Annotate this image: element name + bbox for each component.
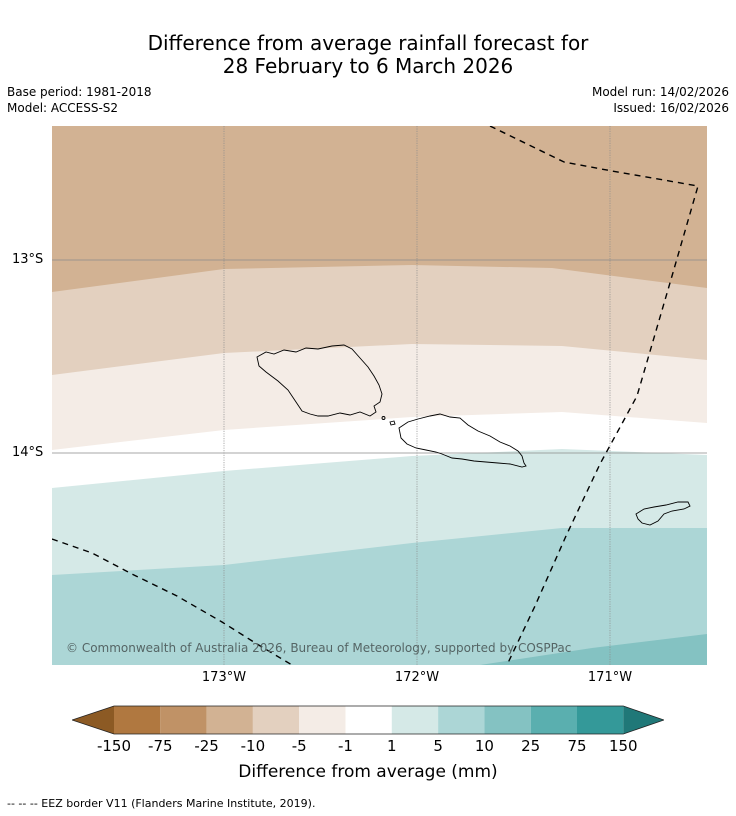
colorbar-tick-label: -10: [240, 737, 266, 755]
model-name: Model: ACCESS-S2: [7, 101, 119, 115]
colorbar-tick-label: 75: [567, 737, 587, 755]
map-copyright: © Commonwealth of Australia 2026, Bureau…: [66, 641, 572, 655]
eez-border-south: [52, 538, 293, 665]
colorbar-segment: [484, 706, 531, 734]
colorbar-tick-label: 5: [433, 737, 443, 755]
rainfall-map: [52, 126, 707, 665]
lat-label-14s: 14°S: [12, 445, 44, 460]
tutuila-island: [635, 501, 691, 526]
colorbar-tick-label: -1: [338, 737, 353, 755]
manono-island: [389, 420, 396, 426]
colorbar-segment: [114, 706, 161, 734]
colorbar-segment: [299, 706, 346, 734]
lon-label-172w: 172°W: [394, 670, 440, 685]
colorbar-tick-label: -75: [148, 737, 173, 755]
colorbar-segment: [345, 706, 392, 734]
colorbar-arrow-right: [623, 706, 664, 734]
eez-border-east: [489, 126, 699, 665]
colorbar-segment: [530, 706, 577, 734]
savaii-island: [256, 344, 383, 417]
colorbar-segment: [391, 706, 439, 734]
lon-label-173w: 173°W: [201, 670, 247, 685]
model-run: Model run: 14/02/2026: [591, 85, 729, 99]
graticule: [223, 126, 611, 665]
eez-legend: -- -- -- EEZ border V11 (Flanders Marine…: [7, 797, 316, 810]
colorbar-arrow-left: [72, 706, 114, 734]
colorbar-label: Difference from average (mm): [238, 762, 498, 782]
lat-label-13s: 13°S: [12, 252, 44, 267]
upolu-island: [398, 413, 527, 468]
band-wet-10: [52, 528, 707, 665]
colorbar-segment: [206, 706, 253, 734]
colorbar-tick-label: 150: [608, 737, 638, 755]
colorbar-segment: [252, 706, 300, 734]
colorbar-segment: [438, 706, 485, 734]
issued-date: Issued: 16/02/2026: [613, 101, 729, 115]
colorbar-tick-label: 1: [387, 737, 397, 755]
colorbar-tick-label: -5: [291, 737, 307, 755]
colorbar-outline: [72, 705, 664, 735]
colorbar: [72, 705, 664, 735]
lon-label-171w: 171°W: [587, 670, 633, 685]
band-wet-25: [480, 634, 707, 665]
colorbar-tick-label: 25: [521, 737, 541, 755]
colorbar-tick-label: -150: [96, 737, 132, 755]
colorbar-segment: [577, 706, 624, 734]
map-title-line2: 28 February to 6 March 2026: [222, 54, 514, 78]
base-period: Base period: 1981-2018: [7, 85, 152, 99]
colorbar-tick-label: -25: [194, 737, 219, 755]
colorbar-segment: [160, 706, 207, 734]
map-title-line1: Difference from average rainfall forecas…: [147, 31, 589, 55]
colorbar-tick-label: 10: [474, 737, 494, 755]
apolima-island: [381, 416, 386, 420]
